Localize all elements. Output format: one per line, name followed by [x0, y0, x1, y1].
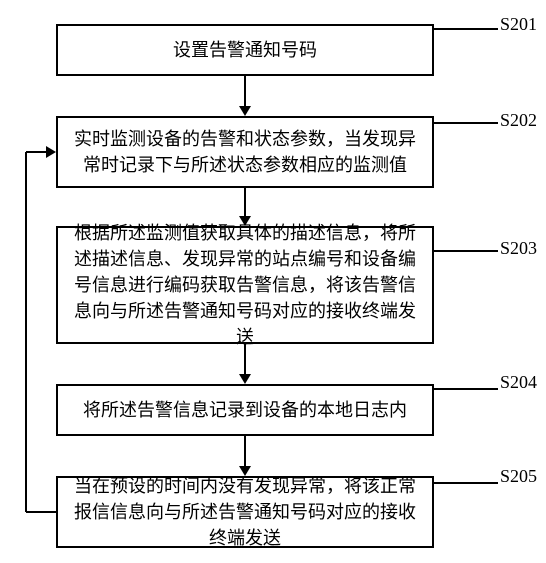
flow-step-text: 设置告警通知号码 — [173, 37, 317, 63]
flow-step-text: 实时监测设备的告警和状态参数，当发现异常时记录下与所述状态参数相应的监测值 — [68, 126, 422, 178]
flow-step-label-line — [434, 28, 498, 30]
flow-arrow-head — [239, 466, 251, 476]
flow-step-label-s205: S205 — [500, 466, 537, 487]
flowchart-canvas: 设置告警通知号码 S201 实时监测设备的告警和状态参数，当发现异常时记录下与所述状… — [0, 0, 546, 563]
flow-step-s202: 实时监测设备的告警和状态参数，当发现异常时记录下与所述状态参数相应的监测值 — [56, 116, 434, 188]
flow-arrow-head — [239, 216, 251, 226]
flow-step-text: 根据所述监测值获取具体的描述信息，将所述描述信息、发现异常的站点编号和设备编号信… — [68, 220, 422, 350]
flow-arrow-head — [239, 374, 251, 384]
flow-arrow-head — [239, 106, 251, 116]
flow-step-s205: 当在预设的时间内没有发现异常，将该正常报信信息向与所述告警通知号码对应的接收终端… — [56, 476, 434, 548]
flow-loop-arrow-head — [46, 146, 56, 158]
flow-step-label-s203: S203 — [500, 238, 537, 259]
flow-step-label-s204: S204 — [500, 372, 537, 393]
flow-step-text: 将所述告警信息记录到设备的本地日志内 — [83, 397, 407, 423]
flow-step-label-line — [434, 250, 498, 252]
flow-step-label-line — [434, 388, 498, 390]
flow-arrow — [244, 188, 246, 216]
flow-step-label-s201: S201 — [500, 14, 537, 35]
flow-step-s204: 将所述告警信息记录到设备的本地日志内 — [56, 384, 434, 436]
flow-step-label-s202: S202 — [500, 110, 537, 131]
flow-arrow — [244, 436, 246, 466]
flow-loop-segment — [26, 511, 56, 513]
flow-step-label-line — [434, 122, 498, 124]
flow-loop-segment — [26, 151, 46, 153]
flow-step-text: 当在预设的时间内没有发现异常，将该正常报信信息向与所述告警通知号码对应的接收终端… — [68, 473, 422, 551]
flow-step-label-line — [434, 482, 498, 484]
flow-step-s203: 根据所述监测值获取具体的描述信息，将所述描述信息、发现异常的站点编号和设备编号信… — [56, 226, 434, 344]
flow-arrow — [244, 76, 246, 106]
flow-step-s201: 设置告警通知号码 — [56, 24, 434, 76]
flow-arrow — [244, 344, 246, 374]
flow-loop-segment — [25, 152, 27, 512]
